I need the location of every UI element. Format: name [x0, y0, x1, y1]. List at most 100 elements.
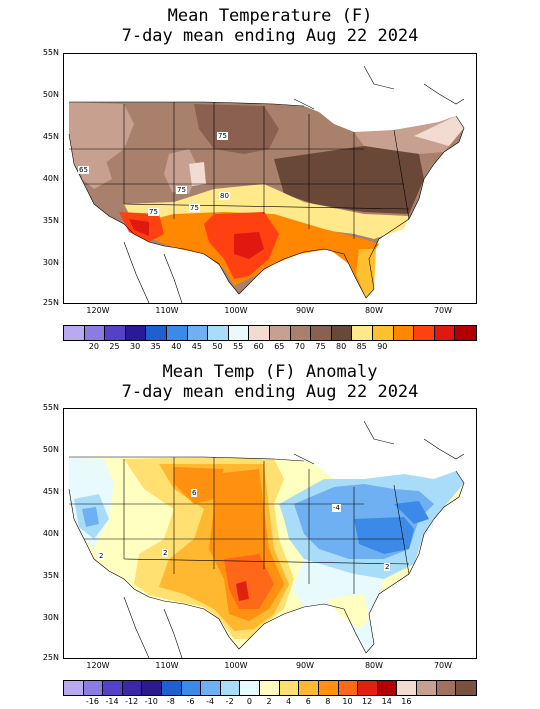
lat-label: 30N [42, 613, 59, 622]
colorbar-tick-label: 35 [150, 342, 161, 351]
colorbar-swatch [352, 326, 373, 340]
lon-label: 110W [155, 306, 179, 315]
colorbar-swatch [181, 681, 202, 695]
colorbar-tick-label: 60 [253, 342, 264, 351]
lat-label: 25N [42, 298, 59, 307]
map2-subtitle: 7-day mean ending Aug 22 2024 [121, 382, 419, 402]
lat-label: 40N [42, 529, 59, 538]
colorbar-tick-label: -4 [206, 697, 215, 706]
colorbar-swatch [290, 326, 312, 340]
anomaly-map-graphic [68, 420, 465, 658]
colorbar-swatch [299, 681, 319, 695]
colorbar-swatch [162, 681, 182, 695]
colorbar-tick-label: 85 [356, 342, 367, 351]
contour-label: 65 [78, 166, 89, 174]
map2-title: Mean Temp (F) Anomaly [162, 362, 378, 382]
contour-label: 75 [176, 186, 187, 194]
colorbar-swatch [220, 681, 241, 695]
colorbar-swatch [456, 681, 476, 695]
colorbar-swatch [122, 681, 143, 695]
colorbar-swatch [146, 326, 167, 340]
colorbar-tick-label: 25 [109, 342, 120, 351]
colorbar-tick-label: 2 [266, 697, 272, 706]
colorbar-tick-label: -12 [125, 697, 139, 706]
colorbar-swatch [311, 326, 332, 340]
lat-label: 40N [42, 174, 59, 183]
contour-label: 80 [219, 192, 230, 200]
colorbar-tick-label: 40 [171, 342, 182, 351]
colorbar-swatch [331, 326, 353, 340]
temperature-map-graphic [68, 65, 465, 303]
colorbar-swatch [142, 681, 163, 695]
lon-label: 110W [155, 661, 179, 670]
colorbar-tick-label: -10 [144, 697, 158, 706]
lat-label: 25N [42, 653, 59, 662]
colorbar-swatch [228, 326, 250, 340]
lat-label: 55N [42, 48, 59, 57]
colorbar-swatch [397, 681, 417, 695]
colorbar-tick-label: 30 [130, 342, 141, 351]
lon-label: 90W [295, 306, 315, 315]
colorbar-tick-label: 70 [294, 342, 305, 351]
colorbar-swatch [434, 326, 456, 340]
anomaly-colorbar [63, 680, 477, 696]
colorbar-swatch [338, 681, 359, 695]
lat-label: 45N [42, 132, 59, 141]
colorbar-tick-label: 80 [336, 342, 347, 351]
colorbar-swatch [125, 326, 147, 340]
colorbar-swatch [103, 681, 123, 695]
colorbar-swatch [416, 681, 437, 695]
colorbar-tick-label: 4 [286, 697, 292, 706]
contour-label: 75 [189, 204, 200, 212]
contour-label: 2 [162, 549, 169, 557]
colorbar-tick-label: 6 [305, 697, 311, 706]
colorbar-swatch [260, 681, 280, 695]
colorbar-tick-label: 16 [401, 697, 412, 706]
contour-label: -4 [332, 504, 341, 512]
colorbar-tick-label: -16 [85, 697, 99, 706]
colorbar-swatch [208, 326, 229, 340]
lon-label: 100W [224, 661, 248, 670]
lon-label: 100W [224, 306, 248, 315]
anomaly-map: 2 2 6 -4 2 [63, 408, 477, 659]
temperature-map: 65 75 75 80 75 75 [63, 53, 477, 304]
colorbar-swatch [393, 326, 415, 340]
contour-label: 2 [384, 563, 391, 571]
lon-label: 70W [433, 661, 453, 670]
colorbar-tick-label: -2 [225, 697, 234, 706]
lon-label: 70W [433, 306, 453, 315]
colorbar-swatch [318, 681, 339, 695]
lat-label: 55N [42, 403, 59, 412]
lat-label: 50N [42, 90, 59, 99]
colorbar-swatch [414, 326, 435, 340]
contour-label: 75 [148, 208, 159, 216]
colorbar-swatch [83, 681, 104, 695]
temperature-colorbar [63, 325, 477, 341]
colorbar-tick-label: 12 [362, 697, 373, 706]
colorbar-swatch [279, 681, 300, 695]
colorbar-swatch [166, 326, 188, 340]
colorbar-swatch [249, 326, 270, 340]
colorbar-swatch [358, 681, 378, 695]
colorbar-tick-label: 8 [325, 697, 331, 706]
colorbar-swatch [84, 326, 106, 340]
colorbar-tick-label: 45 [191, 342, 202, 351]
colorbar-tick-label: 55 [233, 342, 244, 351]
lon-label: 120W [86, 306, 110, 315]
colorbar-tick-label: 20 [88, 342, 99, 351]
coastline [68, 420, 465, 658]
colorbar-swatch [372, 326, 394, 340]
state-borders [69, 101, 410, 239]
lon-label: 120W [86, 661, 110, 670]
colorbar-tick-label: -6 [186, 697, 195, 706]
lon-label: 80W [364, 306, 384, 315]
map1-title: Mean Temperature (F) [167, 6, 373, 26]
colorbar-swatch [269, 326, 291, 340]
colorbar-swatch [240, 681, 261, 695]
colorbar-swatch [201, 681, 221, 695]
colorbar-swatch [105, 326, 126, 340]
colorbar-tick-label: 65 [274, 342, 285, 351]
colorbar-tick-label: 14 [381, 697, 392, 706]
lat-label: 30N [42, 258, 59, 267]
colorbar-tick-label: 0 [246, 697, 252, 706]
